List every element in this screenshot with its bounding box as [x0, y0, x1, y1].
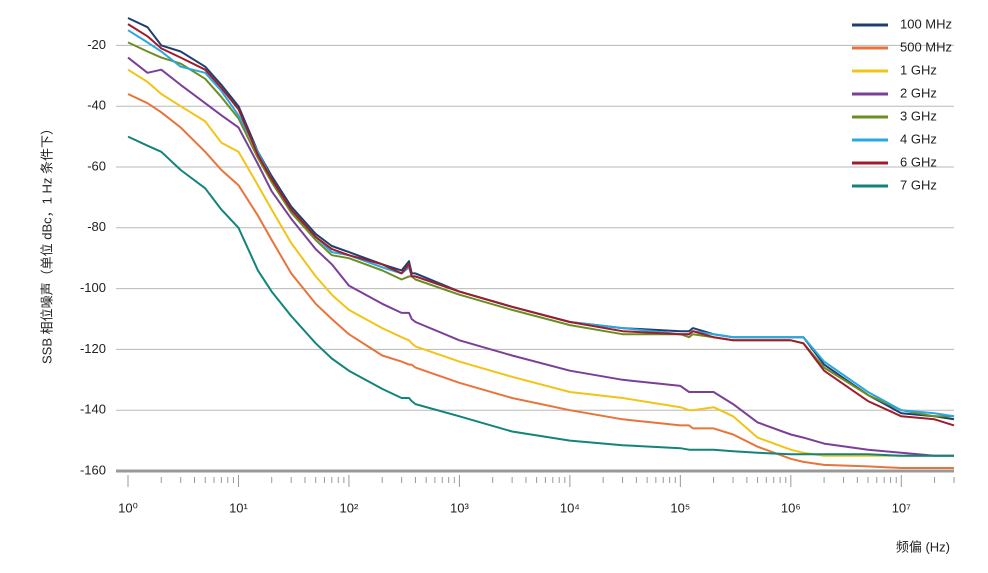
y-tick-label: -100	[80, 280, 106, 295]
y-tick-label: -40	[87, 98, 106, 113]
series-line	[127, 17, 955, 421]
series-line	[127, 68, 954, 457]
legend-label: 7 GHz	[900, 177, 937, 192]
series-line	[127, 56, 954, 457]
y-axis-label: SSB 相位噪声（单位 dBc，1 Hz 条件下）	[39, 122, 54, 364]
y-tick-label: -120	[80, 341, 106, 356]
series-line	[127, 93, 954, 469]
y-tick-label: -20	[87, 37, 106, 52]
legend-label: 100 MHz	[900, 16, 952, 31]
x-axis-label: 频偏 (Hz)	[896, 539, 950, 554]
legend-label: 3 GHz	[900, 108, 937, 123]
x-tick-label: 10⁷	[892, 500, 911, 515]
y-tick-label: -60	[87, 158, 106, 173]
x-tick-label: 10²	[340, 500, 359, 515]
series-line	[127, 29, 955, 418]
x-tick-label: 10¹	[229, 500, 248, 515]
series-line	[127, 23, 955, 427]
legend-label: 2 GHz	[900, 85, 937, 100]
x-tick-label: 10⁵	[670, 500, 690, 515]
legend-label: 4 GHz	[900, 131, 937, 146]
legend-label: 6 GHz	[900, 154, 937, 169]
x-tick-label: 10⁴	[560, 500, 580, 515]
series-line	[127, 135, 954, 457]
x-tick-label: 10⁰	[118, 500, 138, 515]
series-line	[127, 41, 954, 418]
y-tick-label: -160	[80, 462, 106, 477]
legend-label: 1 GHz	[900, 62, 937, 77]
y-tick-label: -80	[87, 219, 106, 234]
y-tick-label: -140	[80, 402, 106, 417]
legend-label: 500 MHz	[900, 39, 952, 54]
x-tick-label: 10⁶	[781, 500, 801, 515]
x-tick-label: 10³	[450, 500, 469, 515]
